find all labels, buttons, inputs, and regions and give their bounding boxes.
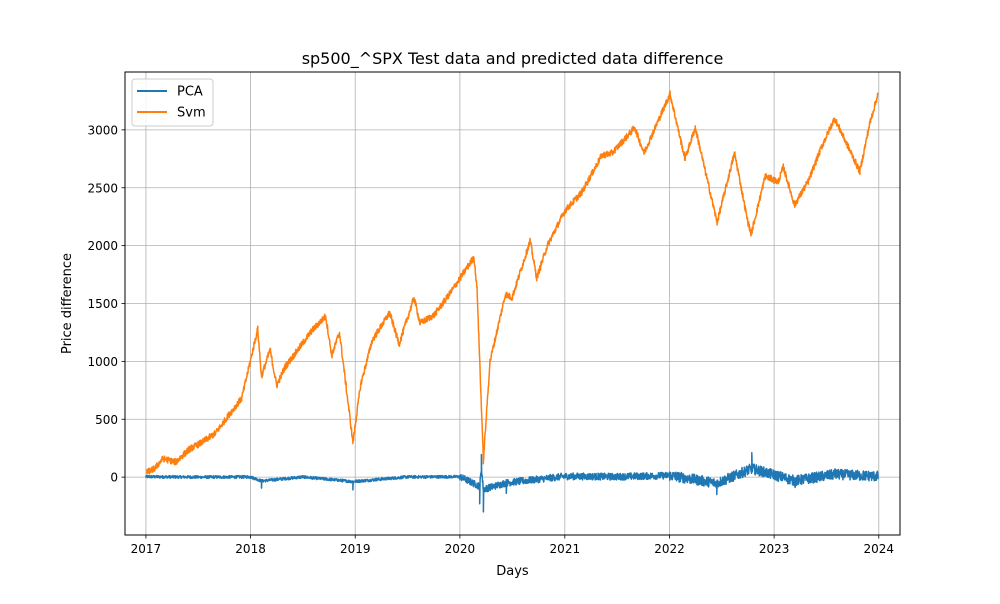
x-tick-label: 2019 xyxy=(340,542,371,556)
series-line-pca xyxy=(145,452,879,513)
x-tick-label: 2021 xyxy=(550,542,581,556)
y-tick-label: 2000 xyxy=(87,239,118,253)
series-line-svm xyxy=(145,90,879,475)
x-tick-label: 2018 xyxy=(235,542,266,556)
y-tick-label: 1000 xyxy=(87,355,118,369)
x-tick-label: 2020 xyxy=(445,542,476,556)
x-tick-label: 2017 xyxy=(131,542,162,556)
legend-label-svm: Svm xyxy=(177,106,206,121)
y-axis-label: Price difference xyxy=(60,253,75,354)
chart-title: sp500_^SPX Test data and predicted data … xyxy=(302,49,724,69)
legend: PCA Svm xyxy=(131,78,214,127)
axis-ticks: 2017 2018 2019 2020 2021 2022 2023 2024 0 500 1000… xyxy=(87,123,894,556)
y-tick-label: 3000 xyxy=(87,123,118,137)
y-tick-label: 1500 xyxy=(87,297,118,311)
x-tick-label: 2024 xyxy=(864,542,895,556)
y-tick-label: 0 xyxy=(110,471,118,485)
series-lines xyxy=(145,90,879,513)
y-tick-label: 2500 xyxy=(87,181,118,195)
x-tick-label: 2023 xyxy=(759,542,790,556)
x-tick-label: 2022 xyxy=(654,542,685,556)
y-tick-label: 500 xyxy=(95,413,118,427)
legend-label-pca: PCA xyxy=(177,85,203,100)
x-axis-label: Days xyxy=(496,564,529,579)
